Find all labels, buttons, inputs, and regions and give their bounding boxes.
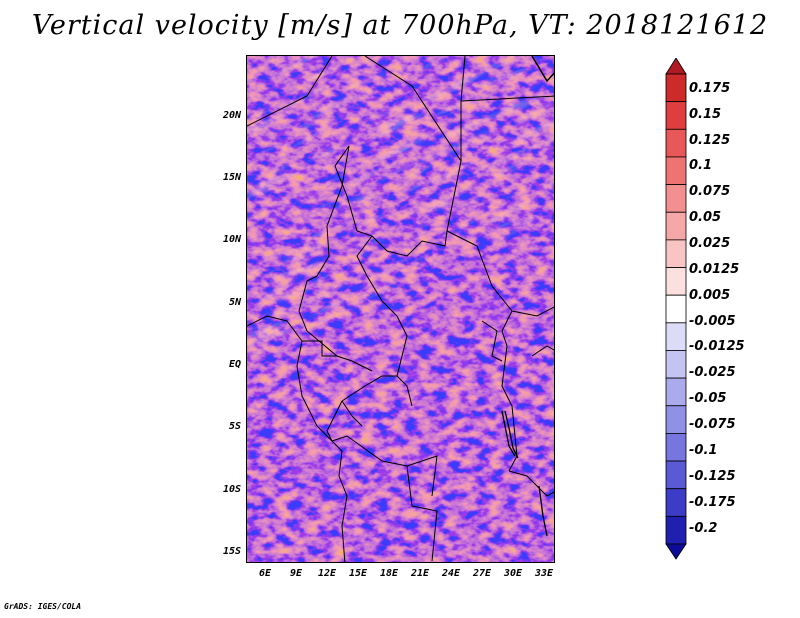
colorbar-label: -0.1 — [689, 443, 718, 458]
vertical-velocity-map — [246, 55, 555, 563]
lat-label-15n: 15N — [222, 172, 241, 183]
chart-title: Vertical velocity [m/s] at 700hPa, VT: 2… — [31, 10, 769, 41]
colorbar-label: 0.125 — [689, 133, 731, 148]
colorbar-cell — [665, 488, 687, 517]
lat-label-15s: 15S — [222, 546, 241, 557]
colorbar-cell — [665, 460, 687, 490]
coastline — [247, 315, 348, 562]
colorbar-cell — [665, 515, 687, 545]
lat-label-eq: EQ — [228, 359, 241, 370]
grads-credit: GrADS: IGES/COLA — [4, 602, 82, 611]
colorbar-label: -0.175 — [689, 495, 736, 510]
colorbar-cell — [665, 156, 687, 185]
colorbar-label: 0.1 — [689, 158, 713, 173]
country-borders — [247, 56, 554, 562]
lon-label-30e: 30E — [503, 568, 523, 579]
colorbar-cell — [665, 294, 687, 324]
lon-label-6e: 6E — [258, 568, 272, 579]
lon-label-24e: 24E — [441, 568, 461, 579]
lat-label-10s: 10S — [222, 484, 241, 495]
colorbar — [665, 58, 687, 560]
colorbar-cell — [665, 405, 687, 434]
colorbar-cell — [665, 184, 687, 213]
lon-label-21e: 21E — [410, 568, 430, 579]
colorbar-label: -0.2 — [689, 521, 718, 536]
lon-label-15e: 15E — [348, 568, 368, 579]
colorbar-cell — [665, 433, 687, 462]
colorbar-cell — [665, 350, 687, 379]
lon-label-12e: 12E — [317, 568, 337, 579]
lake-malawi — [538, 485, 548, 537]
colorbar-label: -0.125 — [689, 469, 736, 484]
colorbar-label: -0.025 — [689, 365, 736, 380]
colorbar-cell — [665, 73, 687, 103]
colorbar-label: 0.05 — [689, 210, 722, 225]
lat-label-20n: 20N — [222, 110, 241, 121]
red-sea-coast — [531, 56, 554, 83]
colorbar-label: -0.075 — [689, 417, 736, 432]
colorbar-cell — [665, 58, 687, 75]
colorbar-label: -0.005 — [689, 314, 736, 329]
colorbar-cell — [665, 101, 687, 130]
colorbar-cell — [665, 322, 687, 351]
colorbar-label: -0.0125 — [689, 339, 745, 354]
colorbar-label: 0.025 — [689, 236, 731, 251]
lat-label-10n: 10N — [222, 234, 241, 245]
lon-label-27e: 27E — [472, 568, 492, 579]
lon-label-18e: 18E — [379, 568, 399, 579]
lat-label-5n: 5N — [228, 297, 241, 308]
lon-label-33e: 33E — [534, 568, 554, 579]
lake-tanganyika — [501, 410, 516, 457]
colorbar-label: 0.15 — [689, 107, 722, 122]
colorbar-label: 0.005 — [689, 288, 731, 303]
colorbar-label: 0.175 — [689, 81, 731, 96]
colorbar-cell — [665, 128, 687, 158]
colorbar-label: 0.075 — [689, 184, 731, 199]
colorbar-label: 0.0125 — [689, 262, 740, 277]
colorbar-label: -0.05 — [689, 391, 727, 406]
colorbar-cell — [665, 377, 687, 407]
lat-label-5s: 5S — [228, 421, 241, 432]
colorbar-cell — [665, 267, 687, 296]
colorbar-cell — [665, 543, 687, 560]
lon-label-9e: 9E — [289, 568, 303, 579]
colorbar-cell — [665, 211, 687, 241]
colorbar-cell — [665, 239, 687, 268]
